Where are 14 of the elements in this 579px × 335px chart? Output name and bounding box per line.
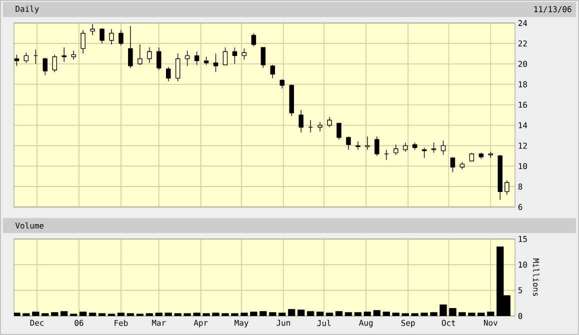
candlestick <box>118 30 124 46</box>
candlestick <box>100 28 104 44</box>
candlestick <box>128 26 133 68</box>
candlestick <box>109 28 114 45</box>
candlestick <box>356 141 360 150</box>
candlestick <box>138 44 142 66</box>
bar <box>14 312 20 316</box>
candlestick <box>318 122 322 132</box>
candlestick <box>327 116 332 128</box>
candlestick <box>365 136 370 150</box>
candlestick <box>298 110 304 133</box>
candlestick <box>71 50 76 60</box>
candlestick <box>80 30 86 54</box>
candlestick <box>147 47 152 64</box>
